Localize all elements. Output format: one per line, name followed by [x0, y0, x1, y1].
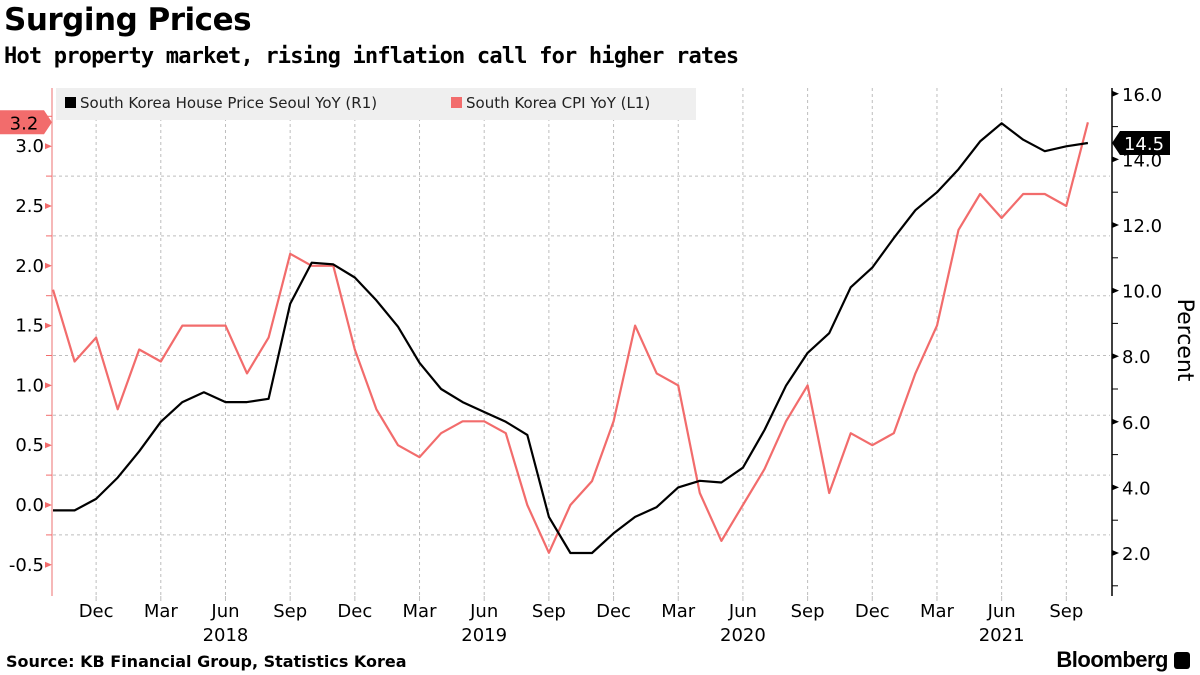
- left-axis-tick-label: 1.5: [15, 316, 44, 337]
- right-axis-tick-mark: [1112, 287, 1119, 294]
- right-axis-tick-label: 16.0: [1122, 85, 1162, 106]
- source-note: Source: KB Financial Group, Statistics K…: [6, 652, 407, 671]
- right-axis-tick-mark: [1112, 222, 1119, 228]
- x-axis-tick-label: Mar: [144, 601, 179, 622]
- right-axis-tick-mark: [1112, 90, 1119, 97]
- right-axis-tick-mark: [1112, 418, 1119, 425]
- right-axis-tick-mark: [1112, 156, 1119, 163]
- x-axis-tick-label: Dec: [855, 601, 890, 622]
- left-axis-tick-label: 0.0: [15, 495, 44, 516]
- x-axis-year-label: 2018: [203, 625, 249, 646]
- chart-subtitle: Hot property market, rising inflation ca…: [4, 44, 739, 69]
- x-axis-year-label: 2020: [720, 625, 766, 646]
- left-axis-tick-label: 2.0: [15, 256, 44, 277]
- legend-label-cpi: South Korea CPI YoY (L1): [466, 94, 650, 112]
- x-axis-tick-label: Jun: [987, 601, 1016, 622]
- cpi-last-value-tag: [0, 110, 52, 135]
- right-axis-tick-label: 2.0: [1122, 544, 1151, 565]
- house-price-series-line: [53, 122, 1089, 555]
- x-axis-tick-label: Mar: [920, 601, 955, 622]
- house-last-value-label: 14.5: [1124, 134, 1164, 155]
- x-axis-tick-label: Jun: [469, 601, 498, 622]
- bloomberg-chart-icon: [1174, 652, 1190, 669]
- left-axis: -0.5 0.0 0.5 1.0 1.5 2.0 2.5 3.0: [9, 88, 53, 596]
- legend: South Korea House Price Seoul YoY (R1) S…: [56, 88, 696, 120]
- series-lines: [51, 122, 1089, 555]
- legend-swatch-cpi: [451, 97, 462, 108]
- chart-title: Surging Prices: [4, 2, 252, 38]
- x-axis-tick-label: Dec: [337, 601, 372, 622]
- left-axis-tick-mark: [45, 322, 52, 329]
- left-axis-tick-label: 0.5: [15, 435, 44, 456]
- left-axis-tick-mark: [45, 502, 52, 508]
- last-value-tags: 3.2 14.5: [0, 110, 1170, 155]
- right-axis-tick-mark: [1112, 550, 1119, 556]
- right-axis-tick-label: 10.0: [1122, 282, 1162, 303]
- left-axis-tick-label: -0.5: [9, 555, 44, 576]
- x-axis: Dec Mar Jun Sep Dec Mar Jun Sep Dec Mar Jun Sep Dec M…: [79, 596, 1083, 646]
- left-axis-tick-mark: [45, 442, 52, 449]
- left-axis-tick-mark: [45, 143, 52, 150]
- x-axis-tick-label: Jun: [210, 601, 239, 622]
- left-axis-tick-label: 2.5: [15, 196, 44, 217]
- right-axis-title: Percent: [1172, 299, 1197, 382]
- left-axis-tick-mark: [45, 382, 52, 389]
- x-axis-year-label: 2021: [979, 625, 1025, 646]
- legend-swatch-house: [65, 97, 76, 108]
- x-axis-tick-label: Jun: [728, 601, 757, 622]
- bloomberg-logo: Bloomberg: [1056, 647, 1168, 672]
- x-axis-tick-label: Sep: [791, 601, 825, 622]
- left-axis-tick-mark: [45, 203, 52, 209]
- left-axis-tick-label: 3.0: [15, 136, 44, 157]
- cpi-series-line: [51, 122, 1089, 554]
- x-axis-tick-label: Sep: [532, 601, 566, 622]
- x-axis-tick-label: Sep: [273, 601, 307, 622]
- right-axis-tick-label: 14.0: [1122, 150, 1162, 171]
- legend-background: [56, 88, 696, 120]
- right-axis-tick-label: 4.0: [1122, 478, 1151, 499]
- right-axis: 2.0 4.0 6.0 8.0 10.0 12.0 14.0 16.0: [1111, 85, 1162, 596]
- cpi-last-value-label: 3.2: [10, 113, 39, 134]
- left-axis-tick-label: 1.0: [15, 375, 44, 396]
- right-axis-tick-mark: [1112, 353, 1119, 360]
- house-last-value-tag: [1112, 131, 1170, 155]
- right-axis-tick-label: 12.0: [1122, 216, 1162, 237]
- x-axis-tick-label: Sep: [1049, 601, 1083, 622]
- gridlines: [53, 88, 1110, 596]
- legend-label-house: South Korea House Price Seoul YoY (R1): [80, 94, 377, 112]
- x-axis-tick-label: Mar: [403, 601, 438, 622]
- x-axis-tick-label: Dec: [79, 601, 114, 622]
- left-axis-tick-mark: [45, 561, 52, 568]
- x-axis-tick-label: Mar: [661, 601, 696, 622]
- right-axis-tick-label: 8.0: [1122, 347, 1151, 368]
- right-axis-tick-label: 6.0: [1122, 413, 1151, 434]
- x-axis-tick-label: Dec: [596, 601, 631, 622]
- x-axis-year-label: 2019: [461, 625, 507, 646]
- right-axis-tick-mark: [1112, 484, 1119, 491]
- left-axis-tick-mark: [45, 262, 52, 269]
